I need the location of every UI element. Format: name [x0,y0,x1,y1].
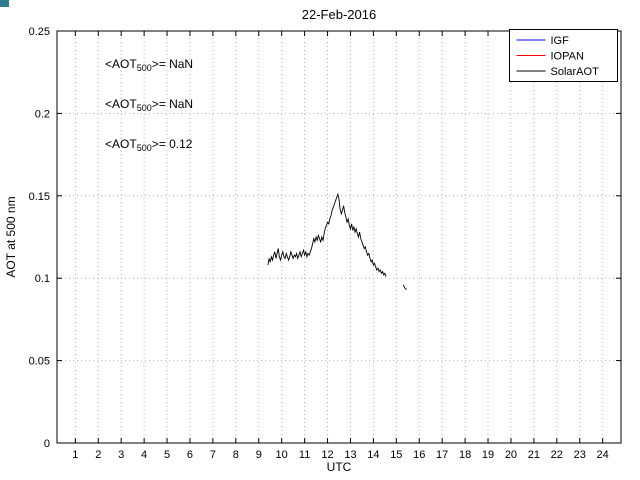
annotation-subscript: 500 [137,103,152,113]
x-tick-label: 20 [505,449,517,461]
x-tick-label: 9 [256,449,262,461]
screen-corner-artifact [0,0,9,7]
x-tick-label: 2 [95,449,101,461]
annotation-prefix: <AOT [105,137,137,151]
series-line-solaraot [267,192,407,291]
chart-title: 22-Feb-2016 [302,7,376,22]
annotation-value: >= 0.12 [152,137,193,151]
annotation-prefix: <AOT [105,97,137,111]
x-tick-label: 10 [276,449,288,461]
y-axis-label: AOT at 500 nm [4,196,18,277]
x-tick-label: 8 [233,449,239,461]
y-tick-label: 0.2 [35,108,50,120]
x-tick-label: 21 [528,449,540,461]
y-tick-label: 0.25 [29,26,50,38]
y-tick-label: 0 [44,438,50,450]
x-tick-label: 6 [187,449,193,461]
x-tick-label: 18 [459,449,471,461]
annotation-mean-iopan: <AOT500>= NaN [105,97,193,113]
annotation-mean-igf: <AOT500>= NaN [105,57,193,73]
x-tick-label: 22 [551,449,563,461]
x-tick-label: 11 [299,449,310,461]
legend-label-igf: IGF [551,35,570,47]
x-tick-label: 16 [413,449,425,461]
x-tick-label: 19 [482,449,494,461]
x-tick-label: 15 [390,449,402,461]
x-tick-label: 13 [344,449,356,461]
x-tick-label: 17 [436,449,448,461]
x-tick-label: 12 [321,449,333,461]
annotation-value: >= NaN [152,57,193,71]
x-tick-label: 4 [141,449,147,461]
x-tick-label: 7 [210,449,216,461]
x-tick-label: 5 [164,449,170,461]
y-tick-label: 0.1 [35,273,50,285]
legend-label-iopan: IOPAN [551,51,584,63]
x-tick-label: 3 [118,449,124,461]
legend-label-solaraot: SolarAOT [551,66,600,78]
annotation-prefix: <AOT [105,57,137,71]
x-tick-label: 14 [367,449,379,461]
annotation-subscript: 500 [137,63,152,73]
annotation-mean-solaraot: <AOT500>= 0.12 [105,137,193,153]
annotation-value: >= NaN [152,97,193,111]
x-tick-label: 1 [72,449,78,461]
x-axis-label: UTC [327,460,352,474]
y-tick-label: 0.15 [29,191,50,203]
axes-box [56,30,622,444]
y-tick-label: 0.05 [29,356,50,368]
x-tick-label: 23 [574,449,586,461]
plot-area: 1 2 3 4 5 6 7 8 9 10 11 12 13 14 15 16 17 18 19 20 21 22 23 240… [29,26,622,461]
annotation-subscript: 500 [137,143,152,153]
x-tick-label: 24 [597,449,609,461]
